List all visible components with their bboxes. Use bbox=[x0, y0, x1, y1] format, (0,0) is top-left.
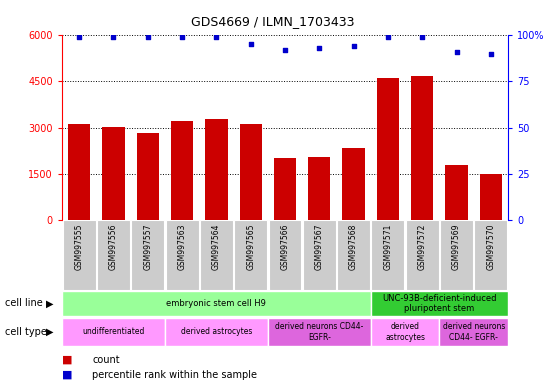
Text: derived
astrocytes: derived astrocytes bbox=[385, 322, 425, 342]
Bar bbox=[171, 121, 193, 220]
Text: embryonic stem cell H9: embryonic stem cell H9 bbox=[167, 299, 266, 308]
Text: ■: ■ bbox=[62, 370, 76, 380]
Point bbox=[315, 45, 324, 51]
Bar bbox=[234, 220, 267, 290]
Text: GSM997568: GSM997568 bbox=[349, 223, 358, 270]
Text: percentile rank within the sample: percentile rank within the sample bbox=[92, 370, 257, 380]
Text: GSM997563: GSM997563 bbox=[177, 223, 187, 270]
Bar bbox=[411, 76, 434, 220]
Text: GSM997565: GSM997565 bbox=[246, 223, 255, 270]
Bar bbox=[240, 124, 262, 220]
Point bbox=[486, 50, 495, 56]
Bar bbox=[371, 291, 508, 316]
Bar bbox=[131, 220, 164, 290]
Point bbox=[212, 34, 221, 40]
Bar bbox=[136, 133, 159, 220]
Text: ▶: ▶ bbox=[46, 327, 53, 337]
Point bbox=[109, 34, 118, 40]
Bar bbox=[269, 220, 301, 290]
Bar bbox=[377, 78, 399, 220]
Bar bbox=[200, 220, 233, 290]
Bar bbox=[440, 220, 473, 290]
Point bbox=[418, 34, 426, 40]
Bar bbox=[303, 220, 336, 290]
Point bbox=[452, 49, 461, 55]
Bar bbox=[474, 220, 507, 290]
Text: GDS4669 / ILMN_1703433: GDS4669 / ILMN_1703433 bbox=[191, 15, 355, 28]
Bar bbox=[62, 318, 165, 346]
Text: derived astrocytes: derived astrocytes bbox=[181, 328, 252, 336]
Bar bbox=[480, 174, 502, 220]
Bar bbox=[205, 119, 228, 220]
Text: count: count bbox=[92, 355, 120, 365]
Bar bbox=[337, 220, 370, 290]
Text: GSM997557: GSM997557 bbox=[143, 223, 152, 270]
Point bbox=[246, 41, 255, 47]
Point bbox=[281, 47, 289, 53]
Point bbox=[383, 34, 392, 40]
Text: GSM997566: GSM997566 bbox=[281, 223, 289, 270]
Bar bbox=[102, 127, 124, 220]
Text: cell line: cell line bbox=[5, 298, 43, 308]
Bar bbox=[97, 220, 130, 290]
Bar bbox=[342, 147, 365, 220]
Text: GSM997555: GSM997555 bbox=[75, 223, 84, 270]
Text: GSM997570: GSM997570 bbox=[486, 223, 495, 270]
Text: ▶: ▶ bbox=[46, 298, 53, 308]
Text: cell type: cell type bbox=[5, 327, 48, 337]
Text: GSM997567: GSM997567 bbox=[315, 223, 324, 270]
Point bbox=[177, 34, 186, 40]
Point bbox=[349, 43, 358, 49]
Text: derived neurons CD44-
EGFR-: derived neurons CD44- EGFR- bbox=[275, 322, 364, 342]
Text: GSM997571: GSM997571 bbox=[383, 223, 393, 270]
Text: undifferentiated: undifferentiated bbox=[82, 328, 145, 336]
Bar bbox=[268, 318, 371, 346]
Bar bbox=[274, 158, 296, 220]
Text: GSM997564: GSM997564 bbox=[212, 223, 221, 270]
Bar bbox=[406, 220, 438, 290]
Bar bbox=[63, 220, 96, 290]
Text: GSM997569: GSM997569 bbox=[452, 223, 461, 270]
Bar bbox=[68, 124, 90, 220]
Text: ■: ■ bbox=[62, 355, 76, 365]
Point bbox=[75, 34, 84, 40]
Bar bbox=[62, 291, 371, 316]
Bar bbox=[165, 220, 199, 290]
Bar bbox=[308, 157, 330, 220]
Text: UNC-93B-deficient-induced
pluripotent stem: UNC-93B-deficient-induced pluripotent st… bbox=[382, 294, 497, 313]
Text: derived neurons
CD44- EGFR-: derived neurons CD44- EGFR- bbox=[442, 322, 505, 342]
Bar bbox=[440, 318, 508, 346]
Bar bbox=[371, 318, 440, 346]
Text: GSM997556: GSM997556 bbox=[109, 223, 118, 270]
Bar bbox=[446, 165, 468, 220]
Point bbox=[144, 34, 152, 40]
Bar bbox=[371, 220, 405, 290]
Bar bbox=[165, 318, 268, 346]
Text: GSM997572: GSM997572 bbox=[418, 223, 427, 270]
